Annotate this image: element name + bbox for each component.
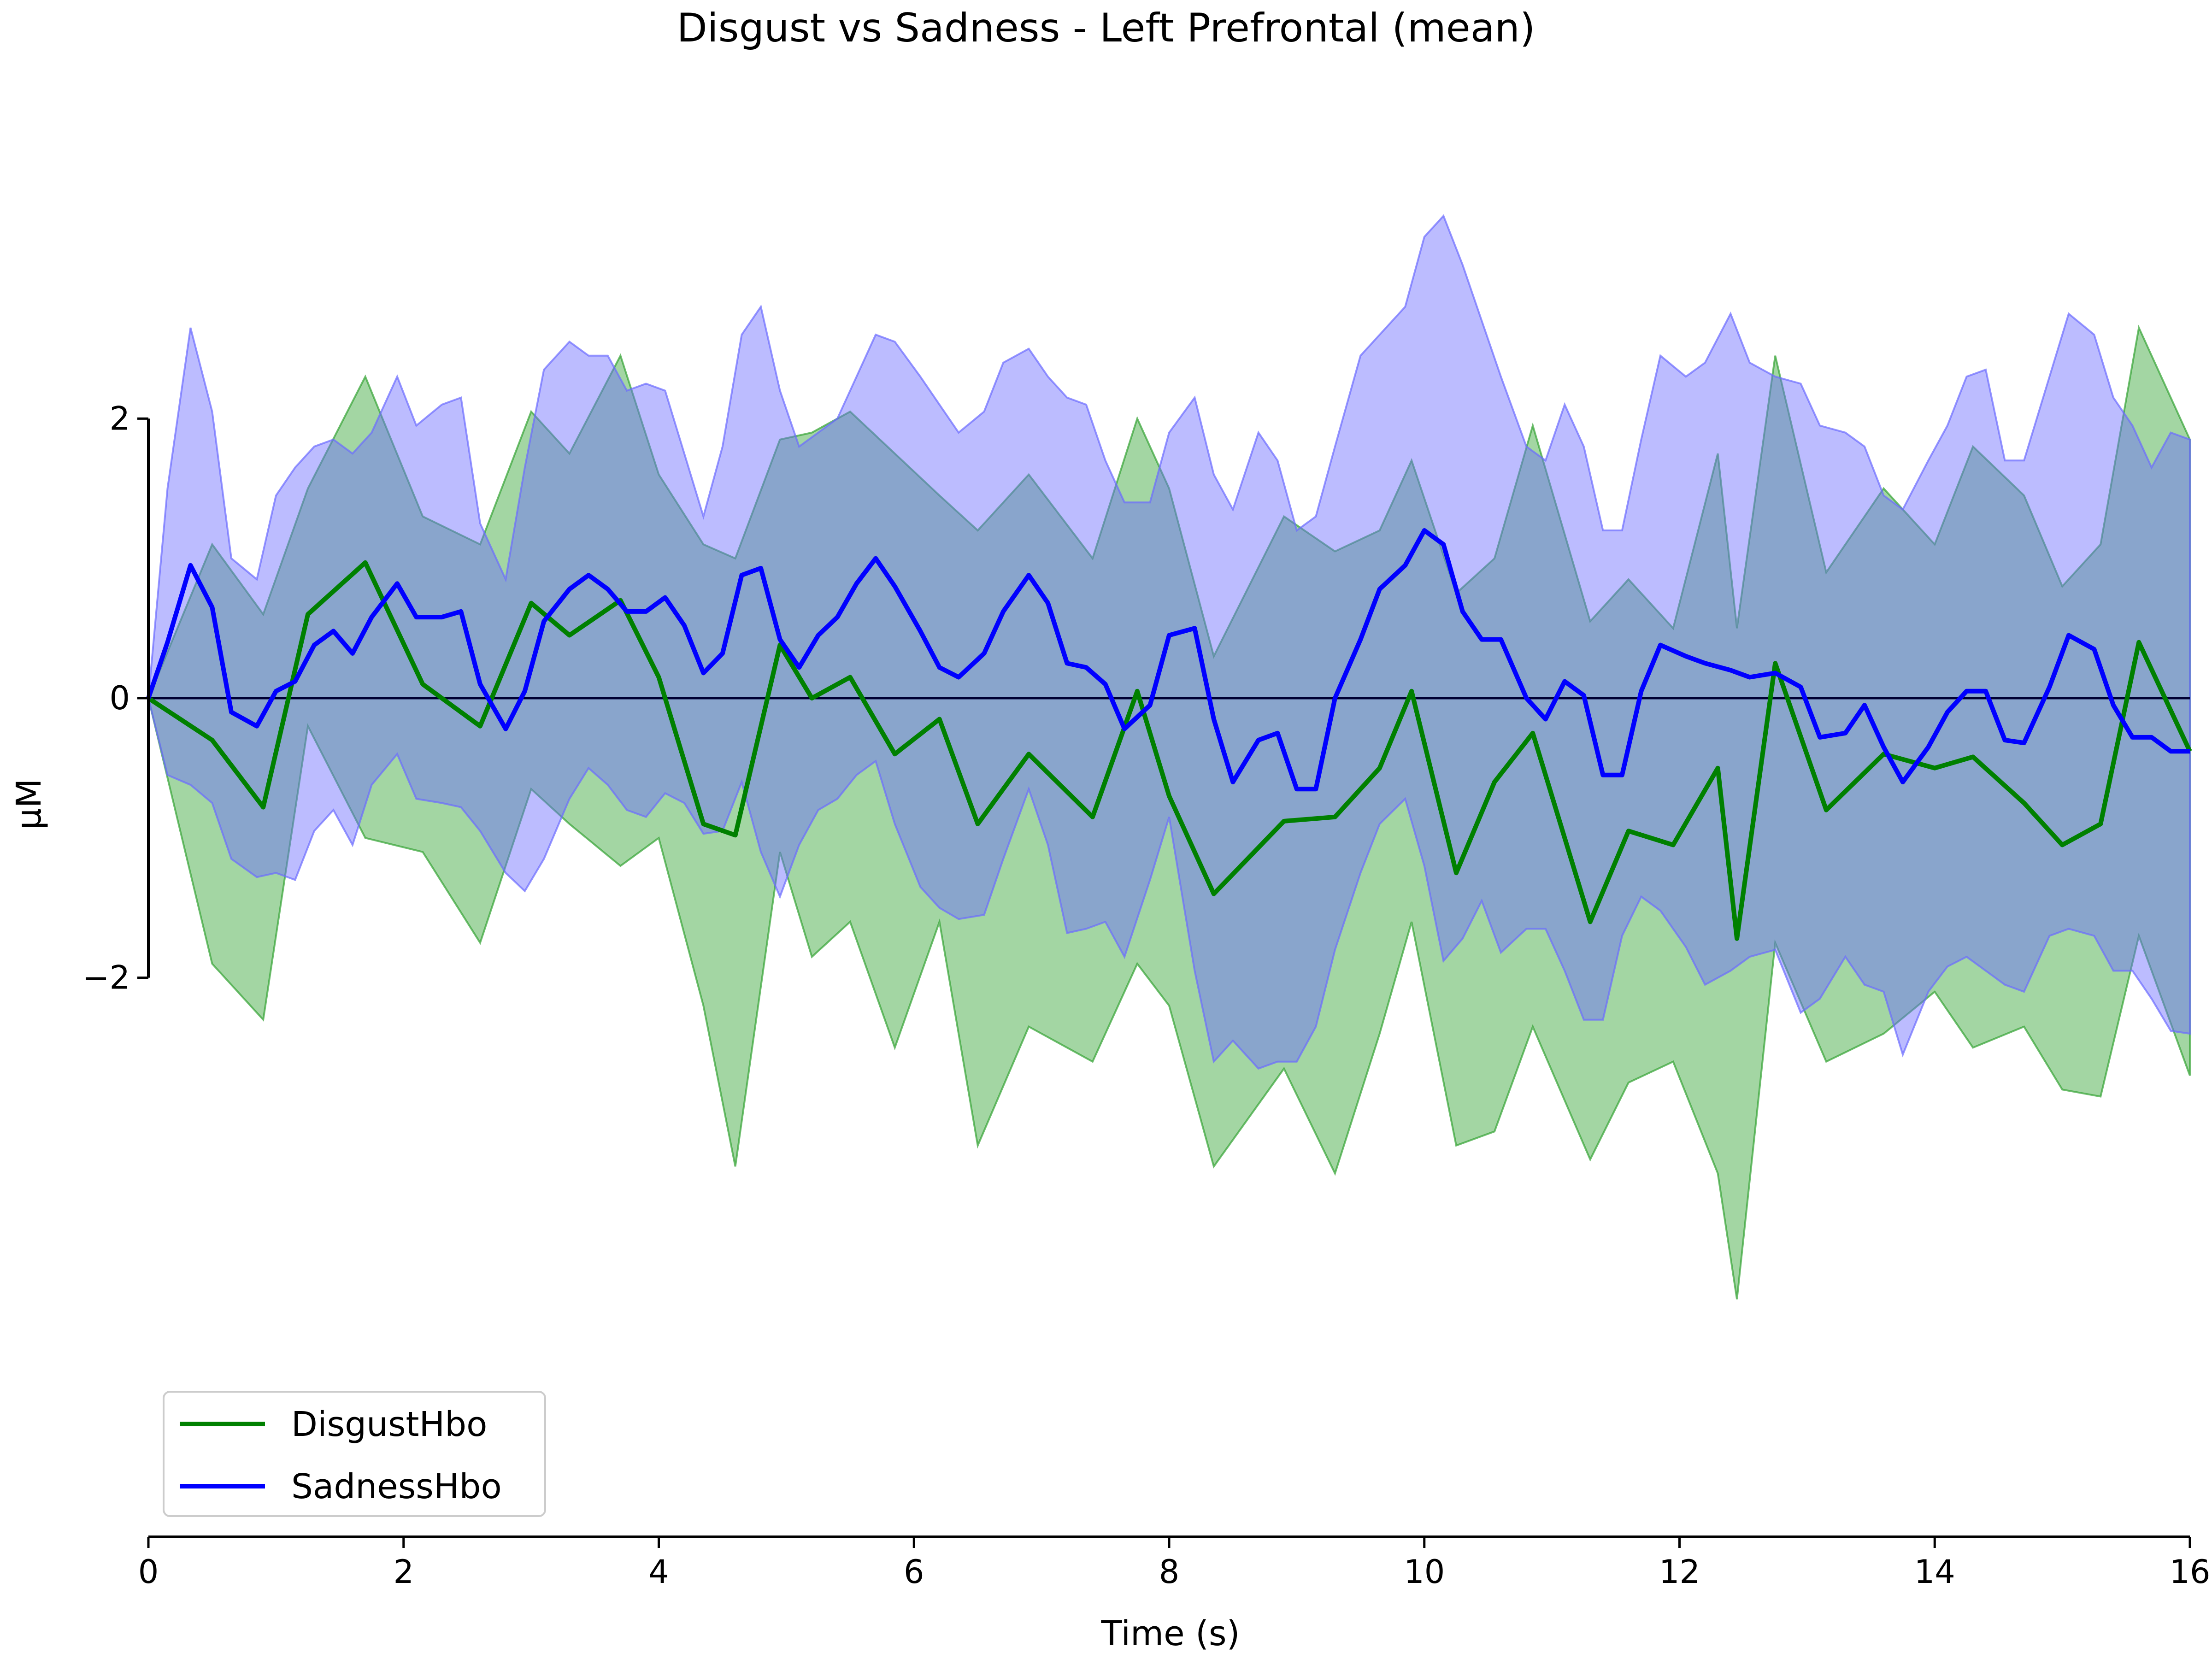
x-tick-label: 16 <box>2169 1553 2210 1591</box>
y-axis-ticks: −2 0 2 <box>82 400 148 997</box>
x-axis-ticks: 0 2 4 6 8 10 12 14 16 <box>138 1537 2211 1591</box>
y-axis-label: µM <box>9 779 49 830</box>
legend-label: DisgustHbo <box>291 1405 487 1444</box>
x-tick-label: 10 <box>1404 1553 1445 1591</box>
chart-title: Disgust vs Sadness - Left Prefrontal (me… <box>677 5 1535 51</box>
sadnesshbo-line <box>146 528 2190 792</box>
x-tick-label: 8 <box>1159 1553 1180 1591</box>
x-tick-label: 6 <box>904 1553 924 1591</box>
y-tick-label: −2 <box>82 959 130 997</box>
x-tick-label: 14 <box>1914 1553 1955 1591</box>
legend: DisgustHbo SadnessHbo <box>163 1391 546 1517</box>
x-tick-label: 4 <box>648 1553 669 1591</box>
series-lines <box>146 528 2192 941</box>
legend-label: SadnessHbo <box>291 1467 502 1506</box>
y-tick-label: 2 <box>109 400 130 437</box>
x-tick-label: 12 <box>1659 1553 1700 1591</box>
x-axis-label: Time (s) <box>1101 1614 1240 1653</box>
y-tick-label: 0 <box>109 679 130 717</box>
x-tick-label: 2 <box>393 1553 414 1591</box>
x-tick-label: 0 <box>138 1553 159 1591</box>
disgusthbo-line <box>147 560 2192 941</box>
confidence-bands <box>147 214 2191 1300</box>
